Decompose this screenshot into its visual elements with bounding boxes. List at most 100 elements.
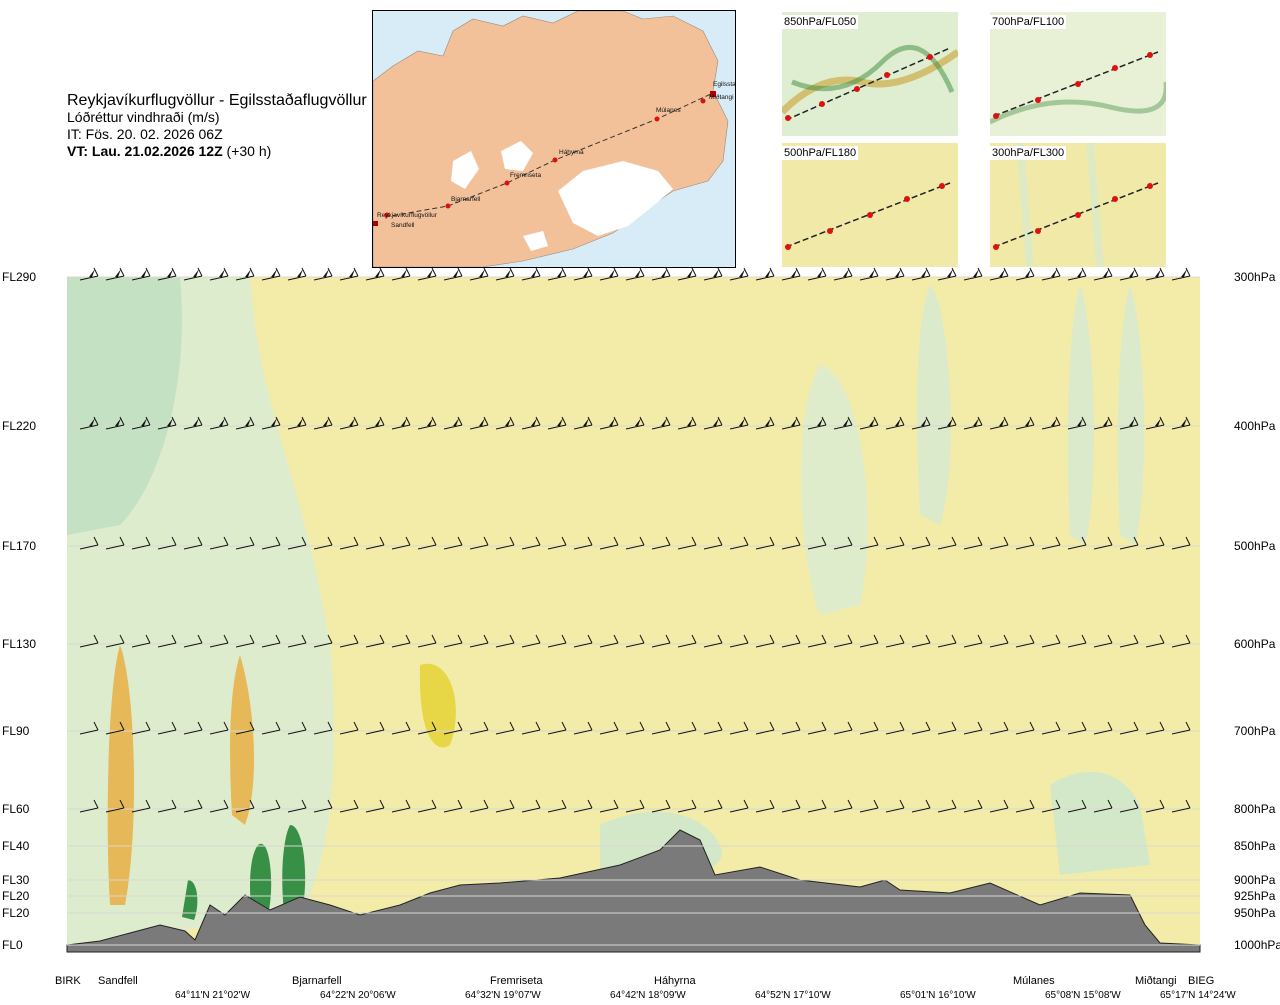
wind-barb xyxy=(807,536,827,550)
left-axis-label: FL20 xyxy=(2,906,30,920)
wind-barb xyxy=(599,416,619,430)
wind-barb xyxy=(937,536,957,550)
panel-850: 850hPa/FL050 xyxy=(782,12,958,136)
right-axis-label: 850hPa xyxy=(1234,839,1276,853)
wind-barb xyxy=(1119,416,1139,430)
wind-barb xyxy=(79,799,99,813)
right-axis-label: 500hPa xyxy=(1234,539,1276,553)
wind-barb xyxy=(677,799,697,813)
wind-barb xyxy=(599,536,619,550)
wind-barb xyxy=(261,721,281,735)
wind-barb xyxy=(365,799,385,813)
wind-barb xyxy=(443,721,463,735)
wind-barb xyxy=(235,799,255,813)
wind-barb xyxy=(495,634,515,648)
wind-barb xyxy=(573,634,593,648)
wind-barb xyxy=(651,416,671,430)
waypoint-label: BIEG xyxy=(1188,975,1214,987)
wind-barb xyxy=(469,267,489,281)
wind-barb xyxy=(911,799,931,813)
map-label-birk: Reykjavíkurflugvöllur xyxy=(377,212,438,219)
cross-section-chart: FL290 FL220 FL170 FL130 FL90 FL60 FL40 FL30 FL20… xyxy=(2,267,1280,1001)
left-axis-label: FL130 xyxy=(2,637,36,651)
wind-barb xyxy=(417,721,437,735)
wind-barb xyxy=(859,721,879,735)
wind-barb xyxy=(261,536,281,550)
coordinate-label: 64°22'N 20°06'W xyxy=(320,990,396,1001)
wind-barb xyxy=(157,536,177,550)
left-axis-label: FL90 xyxy=(2,724,30,738)
wind-barb xyxy=(963,799,983,813)
wind-barb xyxy=(1041,634,1061,648)
left-axis-label: FL290 xyxy=(2,270,36,284)
vertical-velocity-field xyxy=(67,277,1150,945)
valid-time-main: VT: Lau. 21.02.2026 12Z xyxy=(67,143,223,159)
wind-barb xyxy=(521,416,541,430)
waypoint-label: Sandfell xyxy=(98,975,138,987)
wind-barb xyxy=(885,267,905,281)
wind-barb xyxy=(183,267,203,281)
wind-barb xyxy=(235,721,255,735)
wind-barb xyxy=(703,721,723,735)
right-axis-label: 600hPa xyxy=(1234,637,1276,651)
wind-barb xyxy=(859,267,879,281)
wind-barb xyxy=(573,267,593,281)
wind-barb xyxy=(183,536,203,550)
wind-barb xyxy=(105,416,125,430)
right-axis-label: 925hPa xyxy=(1234,889,1276,903)
wind-barb xyxy=(625,416,645,430)
wind-barb xyxy=(417,634,437,648)
wind-barb xyxy=(1093,267,1113,281)
coordinate-label: 64°32'N 19°07'W xyxy=(465,990,541,1001)
wind-barb xyxy=(521,721,541,735)
glacier-hofsjokull xyxy=(501,141,533,171)
wind-barb xyxy=(443,634,463,648)
wind-barb xyxy=(1015,267,1035,281)
wind-barb xyxy=(859,799,879,813)
field-label: Lóðréttur vindhraði (m/s) xyxy=(67,109,220,125)
wind-barb xyxy=(547,799,567,813)
wind-barb xyxy=(287,416,307,430)
wind-barb xyxy=(157,799,177,813)
left-axis-label: FL170 xyxy=(2,539,36,553)
map-label-sandfell: Sandfell xyxy=(391,222,415,229)
wind-barb xyxy=(989,416,1009,430)
gridlines xyxy=(67,276,1200,946)
wind-barb xyxy=(235,416,255,430)
wind-barb xyxy=(1067,267,1087,281)
wind-barb xyxy=(859,536,879,550)
wind-barb xyxy=(937,634,957,648)
wind-barb xyxy=(937,267,957,281)
wind-barb xyxy=(443,416,463,430)
wind-barb xyxy=(547,416,567,430)
wind-barb xyxy=(937,721,957,735)
coordinate-label: 65°08'N 15°08'W xyxy=(1045,990,1121,1001)
wind-barb xyxy=(677,416,697,430)
route-point-fremriseta xyxy=(504,180,510,186)
wind-barb xyxy=(131,536,151,550)
wind-barb xyxy=(599,799,619,813)
wind-barb xyxy=(79,536,99,550)
wind-barb xyxy=(833,634,853,648)
wind-barb xyxy=(209,267,229,281)
wind-barb xyxy=(105,721,125,735)
panel-500: 500hPa/FL180 xyxy=(782,143,958,267)
wind-barb xyxy=(365,267,385,281)
updraft-core-west xyxy=(67,277,182,535)
wind-barb xyxy=(625,721,645,735)
route-point-hahyrna xyxy=(552,157,558,163)
wind-barb xyxy=(235,634,255,648)
waypoint-label: Múlanes xyxy=(1013,975,1055,987)
glacier-vatnajokull xyxy=(558,161,673,236)
panel-700-map xyxy=(990,12,1166,136)
wind-barb xyxy=(651,721,671,735)
wind-barb xyxy=(755,721,775,735)
route-point-birk xyxy=(373,221,378,226)
wind-barb xyxy=(521,536,541,550)
wind-barb xyxy=(989,721,1009,735)
wind-barb xyxy=(131,634,151,648)
wind-barb xyxy=(703,799,723,813)
wind-barb xyxy=(1015,799,1035,813)
glacier-langjokull xyxy=(451,151,479,189)
wind-barb xyxy=(1093,416,1113,430)
